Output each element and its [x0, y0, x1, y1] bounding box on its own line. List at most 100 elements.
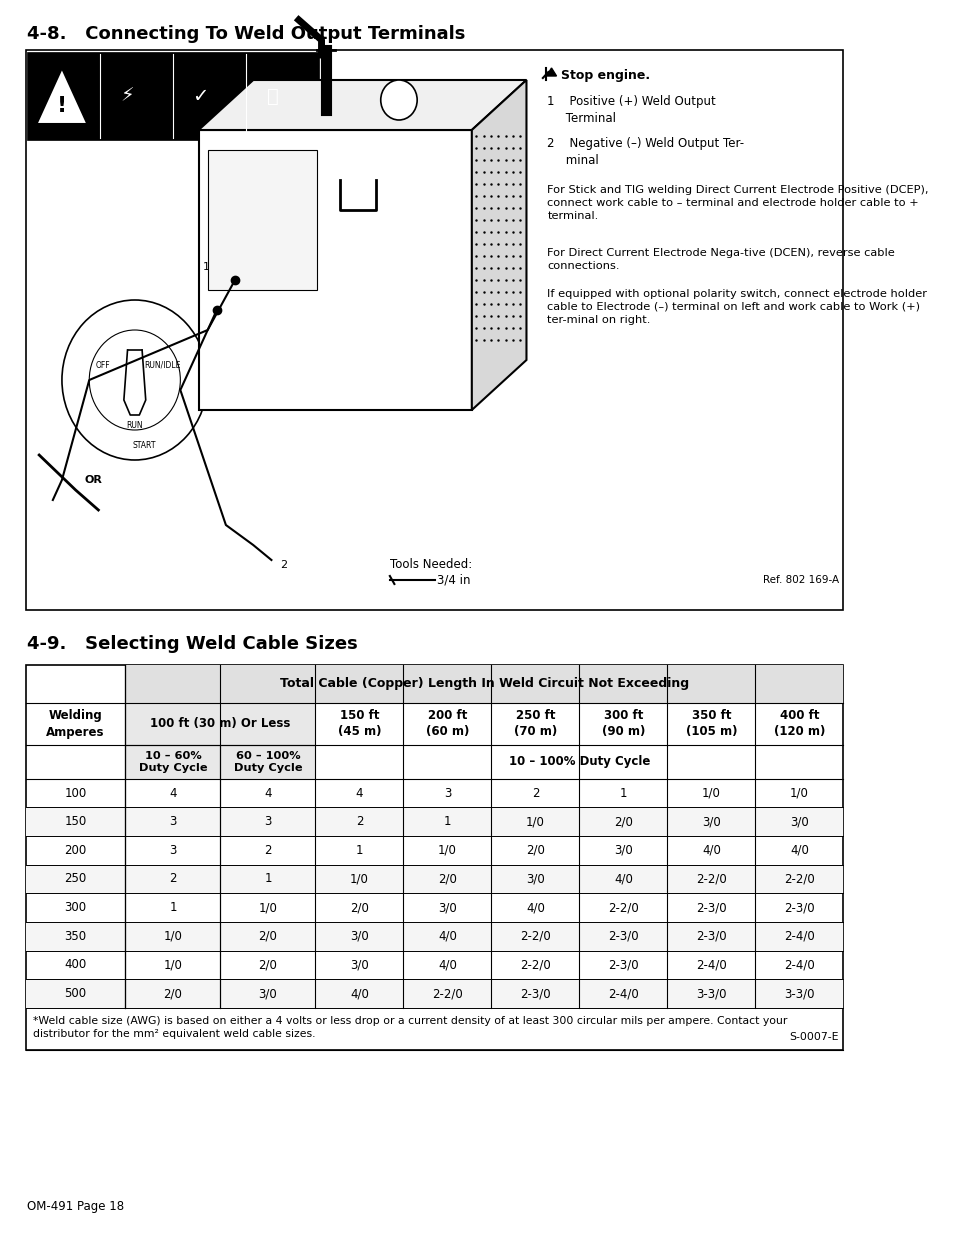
Text: 3/0: 3/0	[350, 958, 369, 972]
Text: 1/0: 1/0	[350, 872, 369, 885]
Text: 300: 300	[65, 902, 87, 914]
Text: 1/0: 1/0	[163, 958, 182, 972]
Text: 1/0: 1/0	[789, 787, 808, 799]
Text: 1/0: 1/0	[163, 930, 182, 942]
Text: Total Cable (Copper) Length In Weld Circuit Not Exceeding: Total Cable (Copper) Length In Weld Circ…	[279, 678, 688, 690]
Text: 2/0: 2/0	[614, 815, 632, 829]
Polygon shape	[198, 80, 526, 130]
Text: 3/0: 3/0	[437, 902, 456, 914]
Text: 4: 4	[169, 787, 176, 799]
Text: 100 ft (30 m) Or Less: 100 ft (30 m) Or Less	[151, 718, 291, 730]
Text: 1: 1	[619, 787, 626, 799]
Text: 2    Negative (–) Weld Output Ter-
     minal: 2 Negative (–) Weld Output Ter- minal	[547, 137, 743, 167]
Text: Welding
Amperes: Welding Amperes	[46, 709, 105, 739]
Bar	[26, 979, 842, 1008]
Text: ⚡: ⚡	[120, 86, 134, 105]
Text: 250: 250	[64, 872, 87, 885]
Text: 2-3/0: 2-3/0	[783, 902, 814, 914]
Text: 2-2/0: 2-2/0	[696, 872, 726, 885]
Text: 200 ft
(60 m): 200 ft (60 m)	[425, 709, 469, 739]
Text: 200: 200	[64, 844, 87, 857]
Text: RUN/IDLE: RUN/IDLE	[144, 361, 180, 369]
Text: 4/0: 4/0	[350, 987, 369, 1000]
Text: 2: 2	[355, 815, 363, 829]
Text: 2/0: 2/0	[258, 958, 277, 972]
Polygon shape	[472, 80, 526, 410]
Text: Stop engine.: Stop engine.	[560, 69, 650, 82]
Bar	[26, 864, 842, 893]
Text: ✓: ✓	[192, 86, 209, 105]
Text: 1: 1	[169, 902, 176, 914]
Text: 3/0: 3/0	[258, 987, 277, 1000]
Text: If equipped with optional polarity switch, connect electrode holder cable to Ele: If equipped with optional polarity switc…	[547, 289, 926, 325]
Text: 2-4/0: 2-4/0	[783, 958, 814, 972]
Text: 2: 2	[280, 559, 288, 571]
Text: 〰: 〰	[267, 86, 279, 105]
Text: 2/0: 2/0	[350, 902, 369, 914]
Text: 2: 2	[169, 872, 176, 885]
Text: 3/0: 3/0	[350, 930, 369, 942]
Text: 500: 500	[65, 987, 87, 1000]
Text: START: START	[132, 441, 155, 450]
Text: 1/0: 1/0	[437, 844, 456, 857]
Text: 350: 350	[65, 930, 87, 942]
Text: 100: 100	[64, 787, 87, 799]
Text: 3: 3	[169, 844, 176, 857]
Text: S-0007-E: S-0007-E	[788, 1032, 838, 1042]
Text: 4: 4	[264, 787, 272, 799]
Text: 250 ft
(70 m): 250 ft (70 m)	[514, 709, 557, 739]
Text: 4-9.   Selecting Weld Cable Sizes: 4-9. Selecting Weld Cable Sizes	[28, 635, 357, 653]
Text: Ref. 802 169-A: Ref. 802 169-A	[762, 576, 838, 585]
Text: 150 ft
(45 m): 150 ft (45 m)	[337, 709, 381, 739]
Circle shape	[380, 80, 416, 120]
Text: 4/0: 4/0	[701, 844, 720, 857]
Text: 2/0: 2/0	[437, 872, 456, 885]
Text: 1/0: 1/0	[525, 815, 544, 829]
Text: 3: 3	[443, 787, 451, 799]
Text: 2/0: 2/0	[258, 930, 277, 942]
Text: 2-2/0: 2-2/0	[519, 958, 550, 972]
Text: 150: 150	[64, 815, 87, 829]
Text: For Direct Current Electrode Nega-tive (DCEN), reverse cable connections.: For Direct Current Electrode Nega-tive (…	[547, 248, 894, 272]
Text: 4/0: 4/0	[525, 902, 544, 914]
Text: 2-4/0: 2-4/0	[783, 930, 814, 942]
Text: 2-2/0: 2-2/0	[432, 987, 462, 1000]
Text: 2-3/0: 2-3/0	[607, 930, 639, 942]
Text: 400: 400	[64, 958, 87, 972]
Text: 2/0: 2/0	[163, 987, 182, 1000]
Text: 4/0: 4/0	[437, 930, 456, 942]
Text: 1/0: 1/0	[258, 902, 277, 914]
Text: 3-3/0: 3-3/0	[696, 987, 726, 1000]
Text: 2: 2	[531, 787, 538, 799]
Text: 300 ft
(90 m): 300 ft (90 m)	[601, 709, 644, 739]
Text: 1: 1	[203, 262, 210, 272]
Text: 2-4/0: 2-4/0	[696, 958, 726, 972]
Text: 2-3/0: 2-3/0	[696, 930, 726, 942]
Bar	[26, 664, 842, 1050]
Bar	[126, 745, 315, 779]
Bar	[208, 149, 316, 290]
Bar	[126, 703, 315, 745]
Text: 3/0: 3/0	[525, 872, 544, 885]
Text: 2/0: 2/0	[525, 844, 544, 857]
Text: 400 ft
(120 m): 400 ft (120 m)	[773, 709, 824, 739]
Text: 2-2/0: 2-2/0	[519, 930, 550, 942]
Text: 4: 4	[355, 787, 363, 799]
Bar	[126, 664, 842, 703]
Text: Tools Needed:: Tools Needed:	[390, 558, 472, 572]
Text: 2-3/0: 2-3/0	[607, 958, 639, 972]
Text: 1/0: 1/0	[701, 787, 720, 799]
Polygon shape	[546, 68, 556, 77]
Text: OFF: OFF	[95, 361, 111, 369]
Polygon shape	[198, 130, 472, 410]
Text: *Weld cable size (AWG) is based on either a 4 volts or less drop or a current de: *Weld cable size (AWG) is based on eithe…	[32, 1016, 786, 1039]
Bar	[26, 923, 842, 951]
Text: 3: 3	[264, 815, 272, 829]
Text: RUN: RUN	[127, 420, 143, 430]
Text: 1: 1	[264, 872, 272, 885]
Text: 2: 2	[264, 844, 272, 857]
Text: 3-3/0: 3-3/0	[783, 987, 814, 1000]
Polygon shape	[36, 68, 88, 124]
Text: 350 ft
(105 m): 350 ft (105 m)	[685, 709, 737, 739]
Text: 10 – 100% Duty Cycle: 10 – 100% Duty Cycle	[508, 756, 650, 768]
